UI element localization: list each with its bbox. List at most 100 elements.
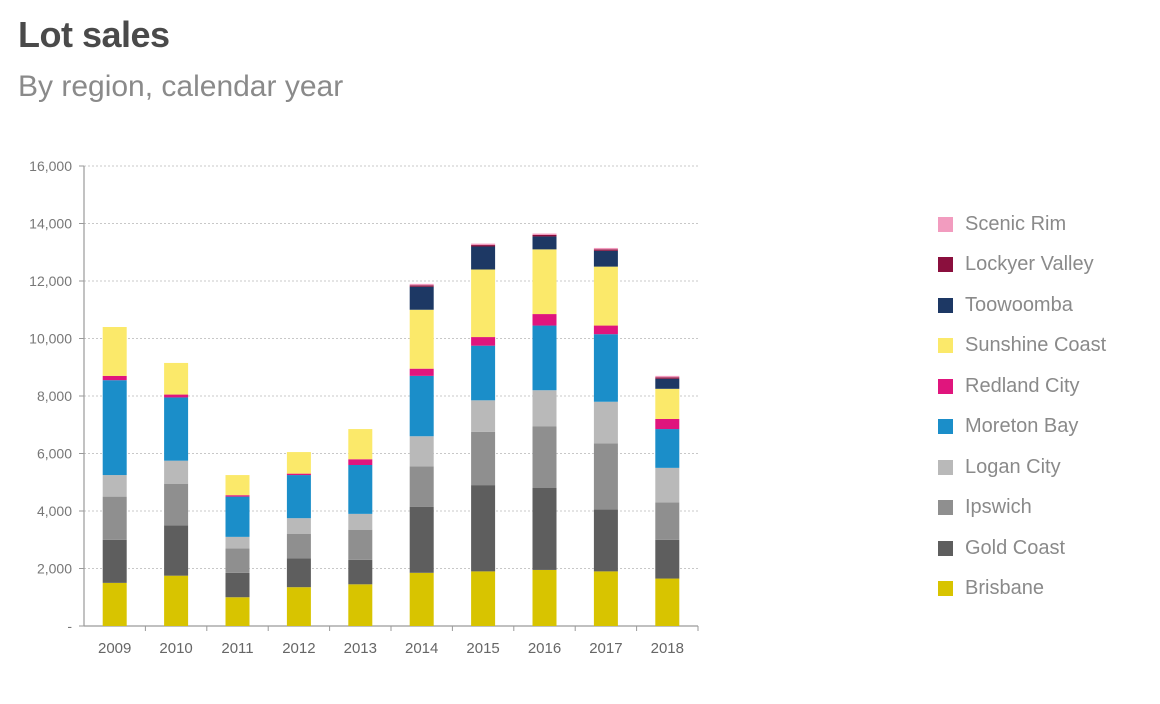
bar-segment: [409, 375, 434, 437]
legend-swatch: [938, 419, 953, 435]
bar-segment: [409, 285, 434, 287]
bar-segment: [286, 518, 311, 534]
bar-segment: [409, 368, 434, 376]
bar-segment: [348, 465, 373, 514]
bar-segment: [532, 390, 557, 427]
bar-segment: [225, 548, 250, 573]
legend-item: Redland City: [938, 366, 1106, 407]
legend-label: Logan City: [965, 455, 1061, 478]
bar-segment: [286, 534, 311, 559]
bar-segment: [225, 495, 250, 497]
y-tick-label: 16,000: [29, 158, 72, 174]
bar-segment: [593, 247, 618, 250]
y-tick-label: 6,000: [37, 446, 72, 462]
y-tick-label: 10,000: [29, 331, 72, 347]
x-tick-label: 2016: [528, 640, 561, 657]
legend-swatch: [938, 500, 953, 516]
bar-segment: [286, 452, 311, 474]
bar-segment: [471, 269, 496, 338]
y-tick-label: 8,000: [37, 388, 72, 404]
bar-segment: [225, 475, 250, 496]
legend-swatch: [938, 459, 953, 475]
bar-segment: [471, 243, 496, 246]
x-tick-label: 2014: [405, 640, 438, 657]
bar-segment: [225, 572, 250, 598]
legend-item: Gold Coast: [938, 528, 1106, 569]
bar-segment: [471, 345, 496, 401]
bar-segment: [593, 249, 618, 251]
bar-segment: [164, 362, 189, 395]
bar-segment: [655, 378, 680, 389]
bar-segment: [348, 584, 373, 626]
bar-segment: [225, 536, 250, 549]
bar-segment: [225, 496, 250, 537]
bar-segment: [471, 337, 496, 346]
legend-item: Brisbane: [938, 569, 1106, 610]
bar-segment: [655, 429, 680, 468]
bar-segment: [102, 327, 127, 376]
bar-segment: [593, 443, 618, 510]
tick-labels: - 2,000 4,000 6,000 8,000 10,000 12,000 14,000 1…: [29, 158, 684, 657]
bar-segment: [164, 460, 189, 484]
chart-subtitle: By region, calendar year: [18, 70, 344, 103]
bar-segment: [286, 475, 311, 519]
bar-segment: [164, 483, 189, 526]
x-tick-label: 2010: [159, 640, 192, 657]
bar-segment: [593, 250, 618, 267]
bar-segment: [102, 475, 127, 497]
bar-segment: [164, 525, 189, 576]
bar-segment: [593, 401, 618, 444]
bar-segment: [286, 558, 311, 588]
bar-segment: [655, 539, 680, 579]
legend-label: Sunshine Coast: [965, 334, 1107, 357]
bar-segment: [655, 419, 680, 430]
bar-segment: [102, 496, 127, 540]
bar-segment: [471, 485, 496, 572]
legend-item: Toowoomba: [938, 285, 1106, 326]
bar-segment: [655, 578, 680, 626]
legend-label: Redland City: [965, 374, 1080, 397]
bar-segment: [655, 375, 680, 378]
y-tick-label: 2,000: [37, 561, 72, 577]
legend-label: Toowoomba: [965, 293, 1073, 316]
bar-segment: [102, 539, 127, 583]
legend-swatch: [938, 378, 953, 394]
x-tick-label: 2013: [344, 640, 377, 657]
bar-segment: [409, 283, 434, 286]
legend-swatch: [938, 216, 953, 232]
bar-segment: [655, 502, 680, 540]
bar-segment: [409, 436, 434, 467]
bar-segment: [593, 571, 618, 626]
bar-segment: [532, 235, 557, 237]
x-tick-label: 2017: [589, 640, 622, 657]
legend-swatch: [938, 338, 953, 354]
legend-swatch: [938, 257, 953, 273]
legend-label: Scenic Rim: [965, 212, 1067, 235]
bar-segment: [655, 377, 680, 379]
bar-segment: [164, 394, 189, 398]
bar-segment: [409, 309, 434, 369]
bar-segment: [225, 597, 250, 626]
bar-segment: [532, 488, 557, 570]
bar-segment: [348, 559, 373, 585]
bar-segment: [593, 334, 618, 402]
bar-segment: [409, 506, 434, 573]
bar-segment: [471, 245, 496, 247]
bar-segment: [409, 286, 434, 310]
legend-item: Scenic Rim: [938, 204, 1106, 245]
bars: [102, 233, 680, 626]
bar-segment: [471, 400, 496, 432]
x-tick-label: 2015: [466, 640, 499, 657]
legend-label: Brisbane: [965, 577, 1044, 600]
x-tick-label: 2009: [98, 640, 131, 657]
bar-segment: [409, 466, 434, 507]
bar-segment: [532, 569, 557, 626]
bar-segment: [532, 249, 557, 315]
legend-item: Lockyer Valley: [938, 245, 1106, 286]
legend-label: Moreton Bay: [965, 415, 1079, 438]
bar-segment: [348, 513, 373, 530]
bar-segment: [532, 426, 557, 488]
y-tick-label: 12,000: [29, 273, 72, 289]
bar-segment: [286, 473, 311, 476]
